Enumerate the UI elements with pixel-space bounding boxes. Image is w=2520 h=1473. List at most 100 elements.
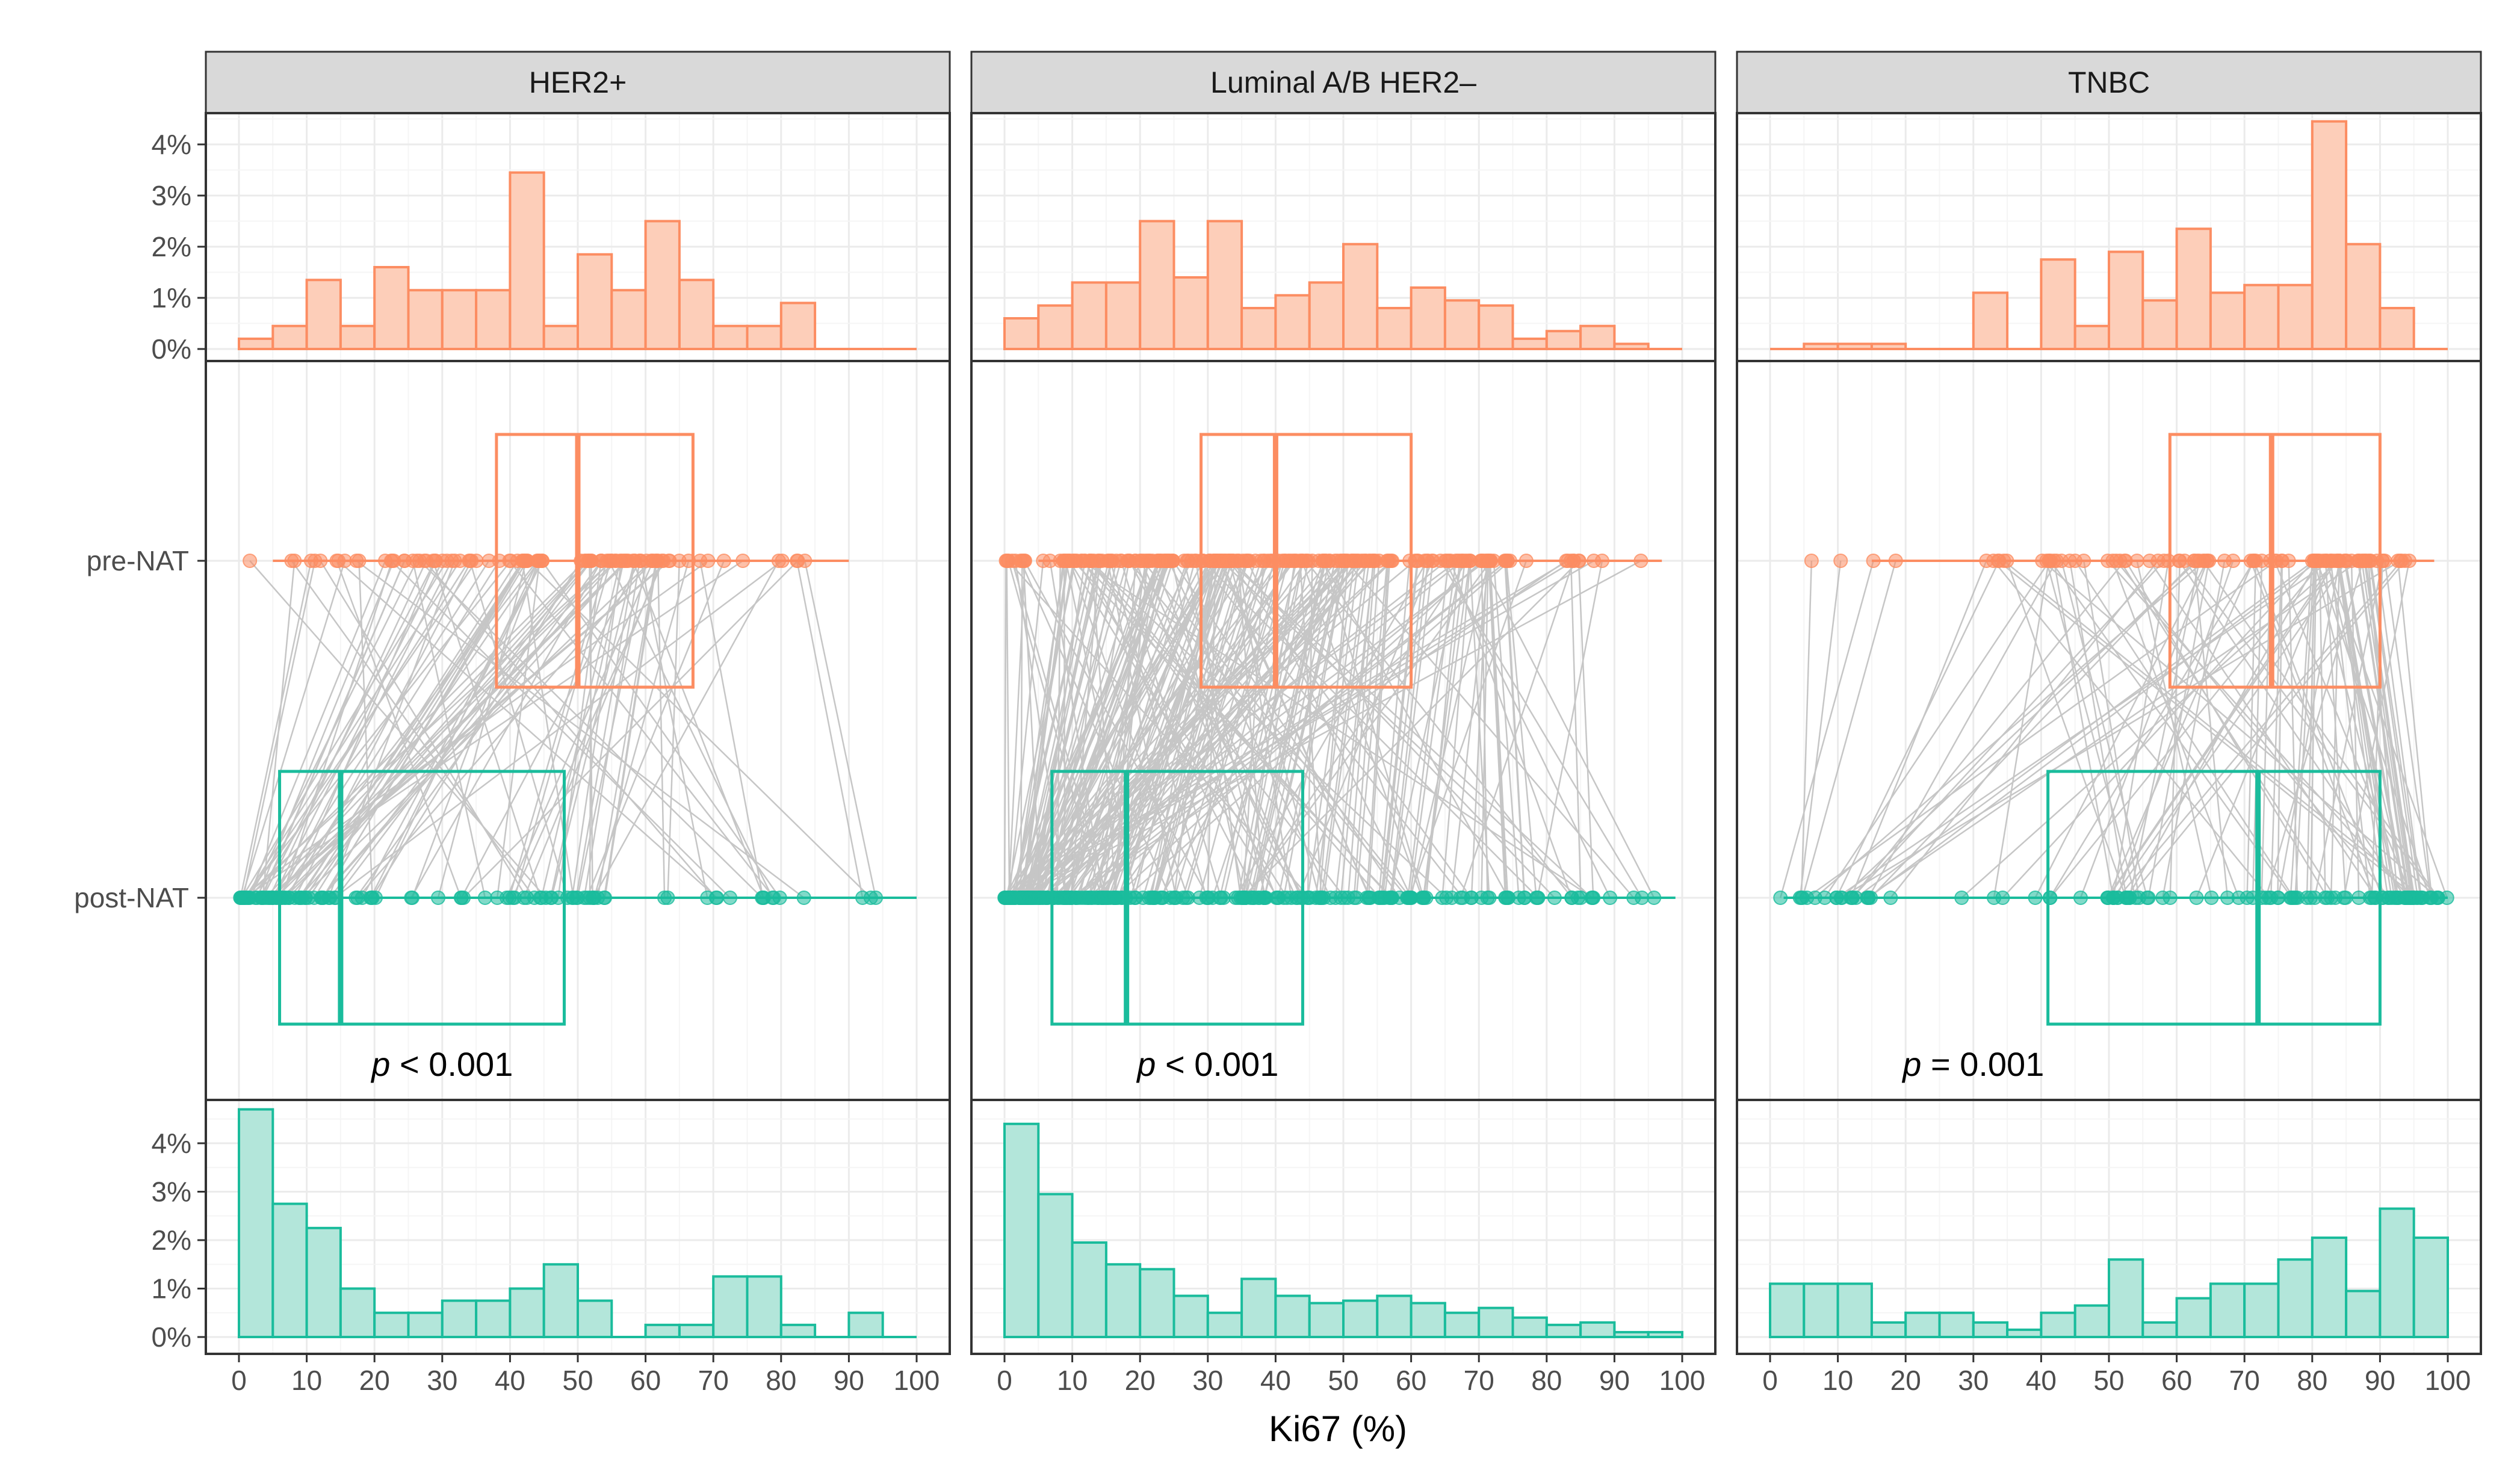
post-hist-bar xyxy=(339,1287,376,1338)
pair-line xyxy=(1059,560,1280,898)
pair-line xyxy=(244,560,743,899)
pair-line xyxy=(1008,560,1026,898)
pair-line xyxy=(308,560,540,898)
pair-line xyxy=(699,560,764,898)
facet-title: TNBC xyxy=(2068,66,2150,99)
pair-line xyxy=(1366,560,1389,898)
pair-line xyxy=(1033,560,1354,898)
pair-lines xyxy=(240,560,877,899)
pre-point xyxy=(1633,554,1649,568)
pre-point xyxy=(2401,554,2416,568)
post-point xyxy=(404,891,419,905)
pair-line xyxy=(593,560,780,898)
post-hist-bar xyxy=(2209,1282,2246,1338)
y-tick-label: 3% xyxy=(152,1176,191,1208)
post-hist-bar xyxy=(712,1275,749,1338)
post-hist-bar xyxy=(2108,1258,2144,1338)
pair-line xyxy=(1997,560,2418,898)
pair-line xyxy=(1006,560,1011,898)
x-axis-title: Ki67 (%) xyxy=(1269,1409,1407,1449)
pre-hist-bar xyxy=(1139,220,1175,350)
pre-hist-bar xyxy=(2379,307,2415,350)
pair-line xyxy=(1841,560,2198,898)
pair-line xyxy=(1006,560,1076,898)
pair-line xyxy=(2042,560,2439,898)
pre-hist-bar xyxy=(509,171,545,350)
pre-hist-bar xyxy=(1376,307,1413,350)
x-tick-label: 20 xyxy=(1890,1365,1921,1396)
pair-line xyxy=(2079,560,2208,898)
pair-line xyxy=(1868,560,2319,899)
post-hist-bar xyxy=(2311,1236,2348,1339)
pre-hist-bar xyxy=(475,289,512,350)
pair-line xyxy=(1152,560,1249,898)
pre-hist-bar xyxy=(2073,324,2110,350)
pair-line xyxy=(2193,560,2229,898)
pair-lines xyxy=(1780,560,2448,899)
y-tick-label: 3% xyxy=(152,180,191,211)
post-point xyxy=(1531,891,1546,905)
pair-line xyxy=(2265,560,2364,898)
post-point xyxy=(868,891,884,905)
pair-line xyxy=(243,560,613,898)
pair-line xyxy=(2246,560,2257,898)
pair-line xyxy=(2113,560,2170,898)
pair-line xyxy=(1008,560,1044,898)
post-hist-bar xyxy=(1647,1330,1683,1338)
post-point xyxy=(2271,891,2286,905)
pair-line xyxy=(2107,560,2338,898)
p-value-number: < 0.001 xyxy=(1156,1045,1278,1083)
x-tick-label: 90 xyxy=(2365,1365,2395,1396)
post-hist-bar xyxy=(1904,1311,1941,1338)
pair-line xyxy=(1851,560,2126,898)
post-hist-bar xyxy=(2175,1297,2212,1339)
pre-point xyxy=(1385,554,1400,568)
pre-point xyxy=(1999,554,2014,568)
pair-line xyxy=(1505,560,1526,898)
pair-line xyxy=(313,560,525,898)
y-tick-label: 0% xyxy=(152,333,191,365)
pre-hist-bar xyxy=(407,289,444,350)
pair-line xyxy=(1084,560,1371,898)
post-point xyxy=(723,891,738,905)
pre-hist-bar xyxy=(1240,307,1277,350)
pre-hist-bar xyxy=(1172,276,1209,350)
pair-line xyxy=(2318,560,2326,898)
pair-line xyxy=(1481,560,1489,898)
post-point xyxy=(456,891,471,905)
pre-point xyxy=(1833,554,1848,568)
pair-line xyxy=(1450,560,1573,898)
post-hist-bar xyxy=(2141,1321,2178,1339)
pair-line xyxy=(2252,560,2263,898)
post-hist-bar xyxy=(678,1323,715,1338)
pair-line xyxy=(540,560,621,898)
pair-line xyxy=(1993,560,2050,898)
pair-line xyxy=(1022,560,1070,898)
pair-line xyxy=(2384,560,2432,898)
pair-line xyxy=(1780,560,1874,898)
pair-line xyxy=(2338,560,2398,898)
post-hist-bar xyxy=(1579,1321,1616,1339)
pair-line xyxy=(240,560,312,898)
pair-line xyxy=(2119,560,2336,898)
pre-hist-bar xyxy=(2345,242,2382,350)
pair-line xyxy=(596,560,657,898)
pair-line xyxy=(2350,560,2360,898)
p-value-symbol: p xyxy=(370,1045,390,1083)
post-hist-bar xyxy=(2345,1289,2382,1338)
post-box xyxy=(2046,770,2382,1026)
pre-hist-bar xyxy=(1870,342,1907,350)
post-point xyxy=(477,891,492,905)
pre-hist-bar xyxy=(1071,281,1107,350)
facet-title: Luminal A/B HER2– xyxy=(1210,66,1476,99)
pre-hist-bar xyxy=(712,324,749,350)
pre-point xyxy=(775,554,790,568)
pair-line xyxy=(285,560,500,898)
pair-line xyxy=(249,560,418,898)
pre-hist-bar xyxy=(1410,286,1446,350)
pair-line xyxy=(1038,560,1251,898)
pair-line xyxy=(496,560,540,898)
pair-line xyxy=(2397,560,2433,898)
x-tick-label: 80 xyxy=(1531,1365,1562,1396)
